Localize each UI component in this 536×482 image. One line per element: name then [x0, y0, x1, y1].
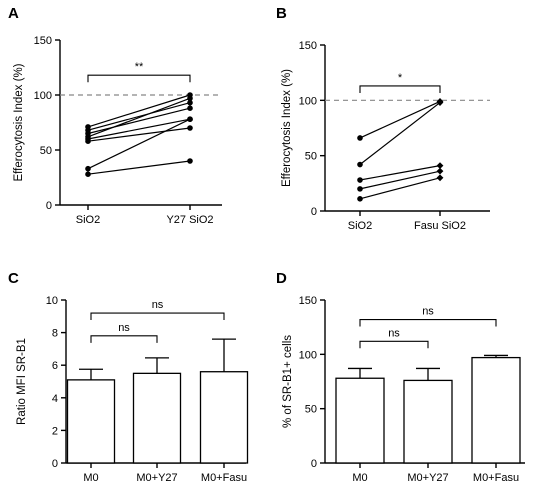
significance-bracket: [90, 335, 158, 343]
pair-line: [87, 160, 191, 175]
y-tick-label: 0: [46, 200, 52, 212]
bar: [335, 377, 385, 464]
y-tick-label: 4: [52, 393, 58, 405]
significance-label: ns: [118, 322, 130, 334]
data-point: [187, 125, 193, 131]
y-tick-label: 100: [34, 90, 52, 102]
pair-line: [359, 100, 441, 139]
y-tick-label: 150: [299, 40, 317, 52]
y-tick-label: 0: [311, 206, 317, 218]
significance-bracket: [359, 319, 497, 327]
data-point: [187, 116, 193, 122]
pair-line: [87, 127, 191, 142]
significance-bracket: [359, 340, 429, 349]
data-point: [85, 165, 91, 172]
data-point: [187, 105, 193, 111]
y-tick-label: 10: [46, 295, 58, 307]
y-tick-label: 8: [52, 328, 58, 340]
panel-b: B 0 50 100 150 SiO2 Fasu SiO2 Efferocytosis Ind…: [276, 5, 490, 232]
data-point: [357, 196, 363, 202]
pair-line: [87, 107, 191, 135]
y-tick-label: 50: [305, 151, 317, 163]
x-tick-label: SiO2: [348, 220, 372, 232]
x-tick-label: M0+Fasu: [201, 472, 247, 482]
significance-bracket: [87, 74, 191, 83]
pair-line: [87, 118, 191, 170]
x-tick-label: Fasu SiO2: [414, 220, 466, 232]
x-tick-label: M0: [352, 472, 367, 482]
y-tick-label: 150: [34, 35, 52, 47]
significance-label: ns: [388, 327, 400, 339]
pair-line: [87, 97, 191, 138]
y-axis-title: Efferocytosis Index (%): [13, 63, 25, 181]
bar: [199, 371, 249, 464]
pair-line: [359, 165, 441, 181]
x-tick-label: M0+Y27: [136, 472, 177, 482]
x-tick-label: M0+Y27: [407, 472, 448, 482]
data-point: [436, 162, 444, 170]
data-point: [436, 174, 444, 182]
significance-label: ns: [152, 299, 164, 311]
significance-bracket: [90, 312, 225, 321]
data-point: [357, 186, 363, 192]
pair-line: [359, 102, 441, 165]
bar: [66, 379, 116, 464]
y-tick-label: 0: [311, 458, 317, 470]
y-tick-label: 50: [40, 145, 52, 157]
x-tick-label: Y27 SiO2: [166, 214, 213, 226]
pair-line: [359, 170, 441, 190]
data-point: [187, 158, 193, 164]
data-point: [436, 99, 444, 106]
x-tick-label: M0+Fasu: [473, 472, 519, 482]
pair-line: [87, 118, 191, 140]
y-axis-title: % of SR-B1+ cells: [282, 335, 294, 428]
panel-letter: A: [8, 5, 19, 22]
pair-line: [87, 102, 191, 131]
y-tick-label: 50: [305, 404, 317, 416]
significance-label: *: [398, 72, 403, 84]
data-point: [187, 95, 193, 102]
x-tick-label: M0: [83, 472, 98, 482]
y-tick-label: 100: [299, 349, 317, 361]
significance-label: ns: [422, 306, 434, 318]
bar: [403, 379, 453, 464]
panel-a: A 0 50 100 150 SiO2 Y27 SiO2 Efferocytosis Inde…: [8, 5, 222, 226]
y-axis-title: Ratio MFI SR-B1: [16, 338, 28, 425]
data-point: [357, 177, 363, 183]
data-point: [187, 99, 193, 106]
panel-d: D 0 50 100 150 M0 M0+Y27 M0+Fasu % of SR-B1+ cel…: [276, 270, 525, 482]
panel-letter: C: [8, 270, 19, 287]
data-point: [85, 138, 91, 144]
data-point: [436, 167, 444, 175]
y-tick-label: 0: [52, 458, 58, 470]
significance-bracket: [359, 85, 441, 93]
pair-line: [359, 177, 441, 200]
y-tick-label: 150: [299, 295, 317, 307]
data-point: [357, 135, 363, 141]
panel-c: C 0 2 4 6 8 10 M0 M0+Y27 M0+Fasu Ratio MFI SR-B1 ns…: [8, 270, 249, 482]
data-point: [85, 171, 91, 177]
significance-label: **: [135, 61, 144, 73]
panel-letter: B: [276, 5, 287, 22]
data-point: [357, 161, 363, 168]
bar: [471, 356, 521, 464]
y-tick-label: 2: [52, 425, 58, 437]
y-tick-label: 100: [299, 95, 317, 107]
pair-line: [87, 94, 191, 128]
x-tick-label: SiO2: [76, 214, 100, 226]
y-tick-label: 6: [52, 360, 58, 372]
panel-letter: D: [276, 270, 287, 287]
bar: [132, 372, 182, 464]
y-axis-title: Efferocytosis Index (%): [281, 69, 293, 187]
